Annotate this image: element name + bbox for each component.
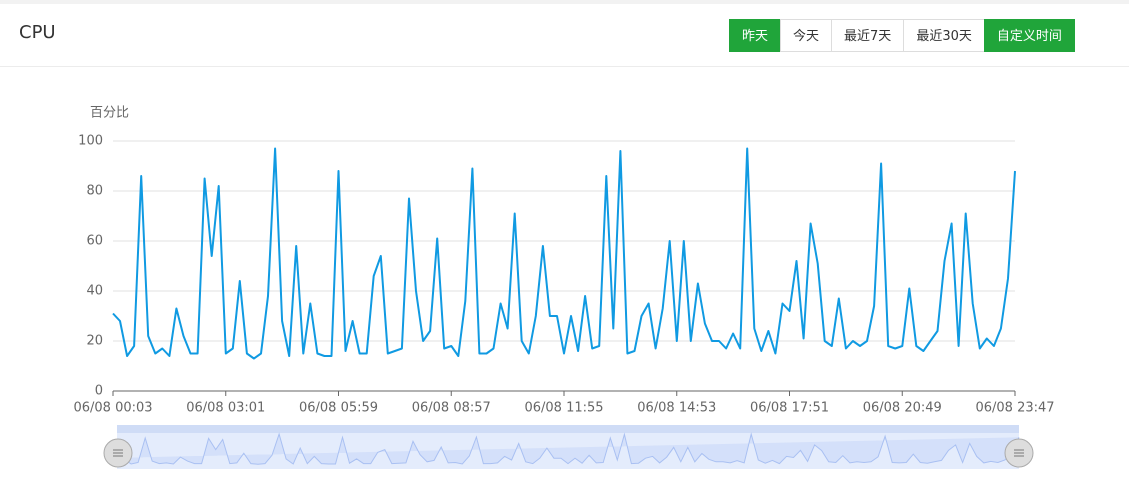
y-tick-label: 60 bbox=[86, 234, 103, 249]
x-tick-label: 06/08 03:01 bbox=[186, 401, 265, 416]
x-tick-label: 06/08 23:47 bbox=[975, 401, 1054, 416]
series-line bbox=[112, 147, 1016, 360]
y-tick-label: 20 bbox=[86, 334, 103, 349]
y-axis-label: 百分比 bbox=[90, 106, 129, 121]
x-tick-label: 06/08 14:53 bbox=[637, 401, 716, 416]
zoom-preview-line bbox=[116, 432, 1020, 465]
range-button[interactable]: 最近30天 bbox=[903, 19, 985, 52]
x-tick-label: 06/08 08:57 bbox=[412, 401, 491, 416]
x-tick-label: 06/08 11:55 bbox=[524, 401, 603, 416]
range-button[interactable]: 今天 bbox=[780, 19, 833, 52]
zoom-bar bbox=[117, 425, 1019, 433]
range-button[interactable]: 自定义时间 bbox=[983, 19, 1075, 52]
x-tick-label: 06/08 00:03 bbox=[73, 401, 152, 416]
y-tick-label: 80 bbox=[86, 184, 103, 199]
y-tick-label: 100 bbox=[78, 134, 103, 149]
y-tick-label: 0 bbox=[95, 384, 103, 399]
x-tick-label: 06/08 20:49 bbox=[863, 401, 942, 416]
header: CPU 昨天 今天 最近7天 最近30天 自定义时间 bbox=[0, 4, 1129, 67]
range-buttons: 昨天 今天 最近7天 最近30天 自定义时间 bbox=[729, 19, 1075, 52]
x-tick-label: 06/08 05:59 bbox=[299, 401, 378, 416]
panel-title: CPU bbox=[19, 22, 56, 43]
y-tick-label: 40 bbox=[86, 284, 103, 299]
x-tick-label: 06/08 17:51 bbox=[750, 401, 829, 416]
